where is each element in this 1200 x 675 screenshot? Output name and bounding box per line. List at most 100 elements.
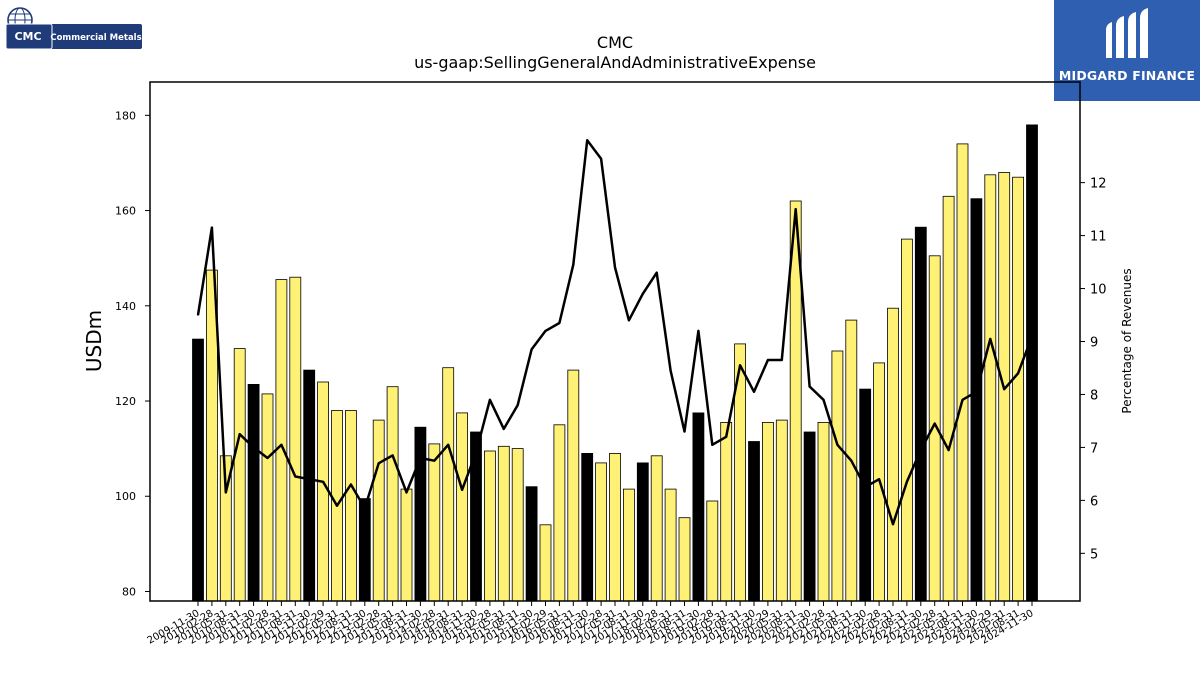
bar-2018-02-28 — [650, 455, 663, 602]
line-point-2009-11-30 — [197, 314, 199, 316]
y-tick-label-180: 180 — [115, 109, 136, 122]
bar-2022-11-30 — [914, 226, 927, 602]
cmc-logo-text: Commercial Metals — [50, 33, 141, 43]
bar-2024-08-31 — [1012, 176, 1024, 602]
line-point-2023-02-28 — [933, 422, 936, 425]
bar-2021-02-28 — [817, 421, 830, 602]
bar-series — [192, 124, 1038, 602]
line-point-2015-05-31 — [503, 428, 505, 430]
line-point-2023-05-31 — [947, 449, 950, 451]
line-point-2022-11-30 — [920, 449, 922, 451]
line-point-2011-05-31 — [280, 444, 283, 446]
line-point-2017-11-30 — [642, 293, 644, 295]
line-point-2018-02-28 — [655, 271, 658, 274]
line-point-2011-08-31 — [294, 475, 297, 478]
bar-2011-08-31 — [289, 276, 302, 602]
bar-2020-02-29 — [762, 421, 774, 602]
bar-2021-11-30 — [859, 388, 872, 602]
bar-2013-02-28 — [372, 419, 385, 602]
line-point-2010-08-31 — [238, 433, 241, 436]
line-point-2014-08-31 — [461, 489, 463, 491]
line-point-2011-02-28 — [266, 457, 269, 459]
line-point-2019-05-31 — [725, 436, 727, 438]
y-axis-left: 80 100 120 140 160 180 — [115, 109, 150, 598]
bar-2012-11-30 — [358, 498, 371, 602]
line-point-2022-08-31 — [906, 481, 908, 483]
line-point-2012-02-29 — [322, 481, 324, 483]
line-point-2020-02-29 — [767, 359, 769, 361]
bar-2018-11-30 — [692, 412, 705, 602]
bar-2020-05-31 — [775, 419, 788, 602]
line-point-2018-05-31 — [669, 369, 672, 372]
line-point-2012-05-31 — [336, 504, 338, 507]
chart-subtitle: us-gaap:SellingGeneralAndAdministrativeE… — [414, 53, 816, 72]
line-point-2024-08-31 — [1017, 372, 1019, 375]
line-point-2012-11-30 — [364, 507, 366, 510]
line-point-2016-02-29 — [544, 330, 547, 332]
line-point-2015-11-30 — [530, 348, 533, 351]
line-point-2018-08-31 — [683, 430, 686, 433]
line-series — [196, 139, 1034, 526]
bar-2014-11-30 — [470, 431, 482, 602]
line-point-2021-05-31 — [836, 444, 839, 446]
y-tick-label-120: 120 — [115, 395, 136, 408]
line-point-2019-11-30 — [753, 391, 755, 393]
bar-2017-11-30 — [636, 462, 649, 602]
line-point-2011-11-30 — [308, 478, 311, 481]
line-point-2020-05-31 — [781, 359, 783, 361]
bar-2023-08-31 — [956, 143, 969, 602]
line-point-2022-05-31 — [892, 523, 894, 525]
chart-title: CMC — [597, 33, 633, 52]
line-point-2010-02-28 — [211, 226, 213, 229]
y-tick-label-80: 80 — [122, 585, 136, 598]
line-point-2016-05-31 — [558, 322, 561, 324]
bar-2019-02-28 — [706, 500, 719, 602]
bar-2022-08-31 — [901, 238, 913, 602]
midgard-logo-text: MIDGARD FINANCE — [1058, 68, 1196, 83]
bar-2024-11-30 — [1026, 124, 1038, 602]
bar-2022-05-31 — [887, 307, 899, 602]
line-point-2013-02-28 — [377, 462, 380, 465]
line-point-2012-08-31 — [350, 483, 352, 486]
bar-2011-11-30 — [303, 369, 316, 602]
line-point-2019-08-31 — [739, 364, 741, 367]
line-point-2023-11-30 — [975, 391, 978, 393]
bar-2017-05-31 — [609, 452, 621, 602]
bar-2015-11-30 — [525, 486, 538, 602]
line-point-2013-05-31 — [391, 454, 394, 457]
bar-2016-08-31 — [567, 369, 580, 602]
line-point-2023-08-31 — [961, 399, 964, 401]
bar-2015-08-31 — [511, 448, 524, 602]
y2-tick-label-10: 10 — [1090, 283, 1107, 298]
line-point-2016-08-31 — [572, 263, 575, 266]
bar-2018-05-31 — [664, 488, 677, 602]
y2-tick-label-8: 8 — [1090, 388, 1098, 403]
line-point-2015-02-28 — [489, 399, 491, 401]
bar-2010-11-30 — [247, 383, 260, 602]
line-point-2014-05-31 — [447, 444, 450, 446]
line-point-2017-02-28 — [600, 158, 602, 160]
y2-tick-label-5: 5 — [1090, 547, 1098, 562]
y2-tick-label-9: 9 — [1090, 336, 1098, 351]
bar-2014-02-28 — [428, 443, 441, 602]
line-point-2018-11-30 — [697, 330, 700, 332]
bar-2017-02-28 — [595, 462, 607, 602]
line-point-2013-11-30 — [419, 457, 422, 459]
bar-2009-11-30 — [192, 338, 204, 602]
bar-2019-05-31 — [720, 421, 733, 602]
y-tick-label-100: 100 — [115, 490, 136, 503]
bar-2023-11-30 — [970, 198, 983, 602]
line-point-2021-02-28 — [822, 399, 825, 401]
commercial-metals-logo: CMC Commercial Metals — [4, 6, 144, 52]
midgard-mark-icon — [1106, 8, 1148, 58]
bar-2010-08-31 — [233, 348, 246, 602]
y-axis-right: 5 6 7 8 9 10 11 12 — [1080, 177, 1107, 562]
line-point-2021-08-31 — [850, 459, 853, 462]
y2-tick-label-12: 12 — [1090, 177, 1107, 192]
line-point-2015-08-31 — [516, 404, 519, 406]
line-point-2010-11-30 — [252, 446, 255, 449]
bar-2013-05-31 — [386, 386, 399, 602]
bar-2012-08-31 — [344, 410, 357, 602]
line-point-2017-05-31 — [614, 266, 616, 269]
